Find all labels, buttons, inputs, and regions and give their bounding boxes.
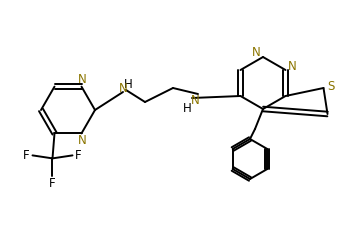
Text: F: F	[49, 177, 56, 190]
Text: N: N	[78, 73, 87, 86]
Text: N: N	[288, 60, 297, 73]
Text: N: N	[252, 46, 260, 60]
Text: F: F	[75, 149, 82, 162]
Text: H: H	[123, 77, 132, 91]
Text: N: N	[191, 94, 199, 107]
Text: F: F	[23, 149, 30, 162]
Text: N: N	[119, 82, 127, 94]
Text: H: H	[183, 101, 191, 115]
Text: N: N	[78, 134, 87, 147]
Text: S: S	[327, 79, 334, 92]
